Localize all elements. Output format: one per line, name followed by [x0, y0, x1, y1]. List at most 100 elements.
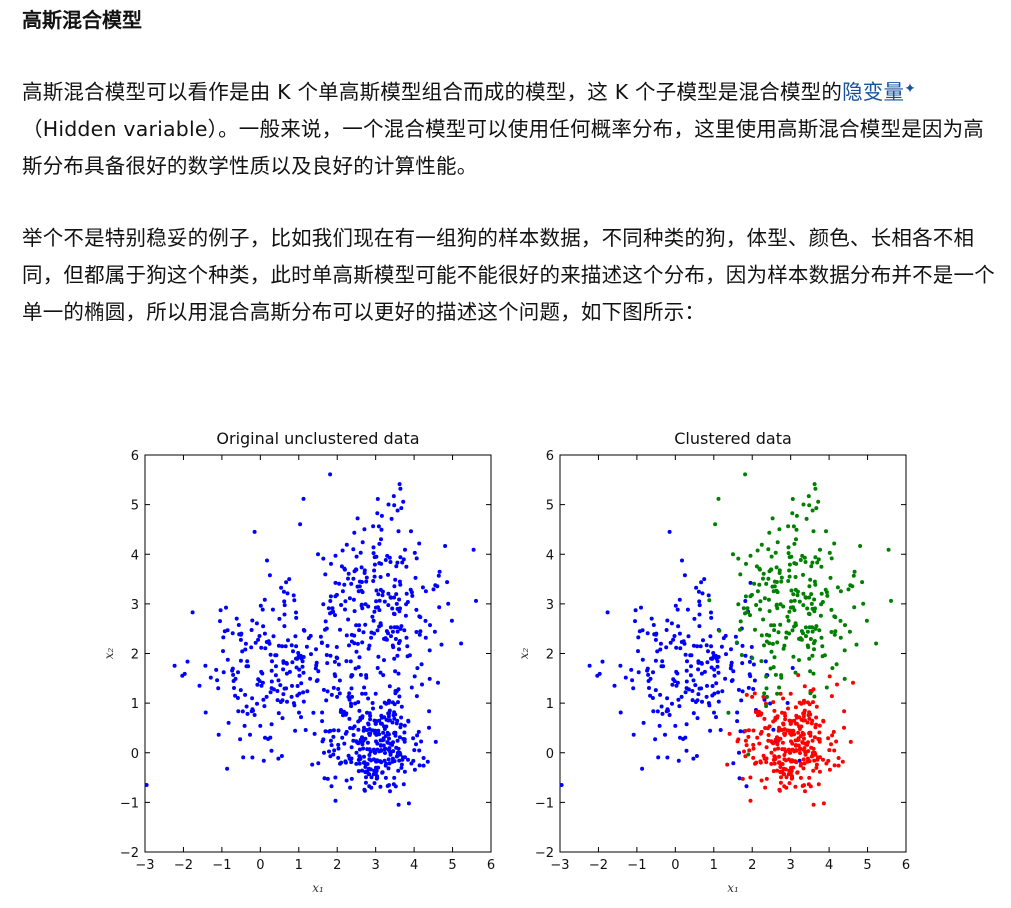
- data-point: [660, 659, 665, 664]
- data-point: [367, 753, 372, 757]
- data-point: [346, 617, 351, 622]
- data-point: [397, 597, 402, 602]
- data-point: [741, 606, 746, 611]
- data-point: [806, 782, 811, 787]
- data-point: [402, 723, 407, 728]
- data-point: [375, 666, 380, 670]
- data-point: [832, 541, 837, 546]
- data-point: [773, 672, 778, 677]
- data-point: [225, 766, 230, 771]
- data-point: [357, 628, 362, 633]
- data-point: [761, 753, 766, 758]
- x-tick-label: 4: [410, 858, 418, 873]
- data-point: [645, 666, 650, 671]
- data-point: [290, 683, 294, 688]
- data-point: [751, 746, 756, 751]
- data-point: [803, 789, 807, 794]
- data-point: [829, 742, 833, 747]
- data-point: [731, 761, 736, 766]
- data-point: [812, 647, 816, 652]
- data-point: [832, 748, 837, 753]
- data-point: [782, 643, 787, 648]
- data-point: [795, 770, 800, 775]
- data-point: [780, 740, 785, 745]
- data-point: [802, 718, 807, 723]
- data-point: [810, 653, 815, 658]
- data-point: [379, 748, 384, 753]
- data-point: [739, 698, 744, 703]
- x-tick-label: −1: [627, 858, 646, 873]
- data-point: [347, 716, 352, 721]
- paragraph-intro-end: （Hidden variable）。一般来说，一个混合模型可以使用任何概率分布，…: [22, 117, 985, 178]
- data-point: [786, 618, 791, 623]
- data-point: [367, 757, 372, 762]
- x-tick-label: 1: [710, 858, 718, 873]
- data-point: [821, 801, 826, 806]
- data-point: [392, 716, 397, 721]
- data-point: [706, 701, 711, 706]
- data-point: [772, 747, 777, 752]
- data-point: [253, 640, 258, 645]
- data-point: [392, 625, 397, 630]
- data-point: [387, 718, 392, 723]
- data-point: [852, 569, 857, 574]
- hidden-variable-link[interactable]: 隐变量: [842, 80, 905, 104]
- data-point: [766, 547, 771, 552]
- data-point: [443, 544, 448, 548]
- data-point: [360, 540, 365, 545]
- data-point: [812, 639, 817, 643]
- data-point: [827, 767, 832, 772]
- data-point: [716, 699, 721, 704]
- data-point: [336, 746, 341, 751]
- data-point: [349, 756, 354, 761]
- data-point: [471, 547, 476, 552]
- data-point: [789, 599, 794, 604]
- data-point: [793, 575, 798, 579]
- data-point: [354, 554, 359, 559]
- data-point: [364, 775, 368, 780]
- data-point: [340, 735, 345, 740]
- data-point: [285, 699, 289, 704]
- data-point: [399, 765, 404, 770]
- data-point: [765, 694, 769, 699]
- data-point: [814, 704, 819, 709]
- data-point: [737, 776, 742, 781]
- data-point: [762, 691, 767, 696]
- data-point: [437, 569, 442, 574]
- data-point: [700, 699, 704, 704]
- data-point: [375, 628, 380, 633]
- data-point: [385, 784, 390, 788]
- data-point: [712, 667, 717, 672]
- data-point: [276, 756, 281, 761]
- data-point: [719, 644, 724, 649]
- data-point: [371, 706, 375, 711]
- data-point: [810, 560, 815, 565]
- data-point: [411, 736, 416, 741]
- data-point: [314, 647, 318, 652]
- scatter-figure: Original unclustered data−3 −2 −1 0 1 2 3 4 5 6−2…: [102, 429, 910, 895]
- data-point: [401, 737, 406, 741]
- data-point: [764, 581, 769, 586]
- data-point: [347, 691, 352, 696]
- data-point: [356, 769, 361, 774]
- data-point: [230, 666, 235, 671]
- data-point: [399, 704, 404, 709]
- data-point: [771, 769, 776, 774]
- data-point: [829, 630, 834, 634]
- data-point: [740, 661, 745, 666]
- data-point: [696, 589, 701, 594]
- data-point: [250, 755, 255, 760]
- data-point: [811, 529, 816, 534]
- data-point: [771, 665, 776, 670]
- data-point: [336, 742, 341, 747]
- x-axis-label: x₁: [727, 881, 739, 895]
- data-point: [259, 683, 264, 688]
- data-point: [724, 652, 728, 657]
- data-point: [238, 637, 243, 642]
- data-point: [714, 681, 719, 686]
- data-point: [320, 719, 325, 724]
- data-point: [322, 750, 326, 755]
- data-point: [376, 592, 381, 597]
- data-point: [369, 635, 374, 640]
- data-point: [354, 761, 359, 766]
